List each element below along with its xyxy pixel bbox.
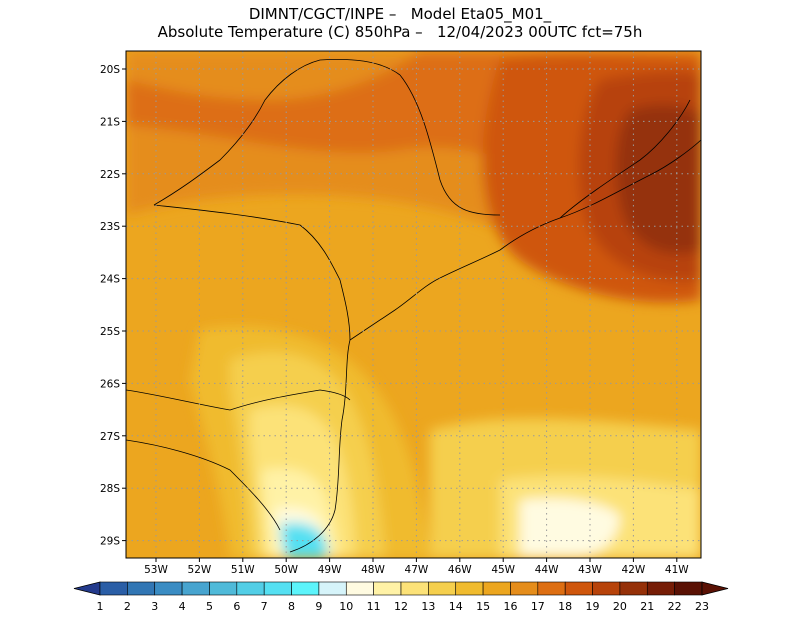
colorbar-swatch xyxy=(291,581,320,596)
colorbar-swatch xyxy=(373,581,402,596)
colorbar-swatch xyxy=(318,581,347,596)
colorbar-label: 17 xyxy=(531,600,545,613)
colorbar-label: 19 xyxy=(586,600,600,613)
lon-label: 53W xyxy=(144,564,168,576)
colorbar-label: 4 xyxy=(179,600,186,613)
colorbar-swatch xyxy=(181,581,210,596)
map-title-line-2: Absolute Temperature (C) 850hPa – 12/04/… xyxy=(157,23,643,41)
lon-label: 43W xyxy=(578,564,602,576)
lon-label: 45W xyxy=(491,564,515,576)
lat-lon-grid xyxy=(126,51,701,558)
colorbar-swatch xyxy=(455,581,484,596)
plot-frame xyxy=(125,50,702,559)
colorbar-label: 2 xyxy=(124,600,131,613)
lon-label: 49W xyxy=(318,564,342,576)
coastline-borders xyxy=(126,58,701,553)
lon-label: 44W xyxy=(535,564,559,576)
colorbar-label: 12 xyxy=(394,600,408,613)
colorbar-swatch xyxy=(482,581,511,596)
colorbar-label: 13 xyxy=(421,600,435,613)
colorbar-swatch xyxy=(345,581,374,596)
colorbar-label: 1 xyxy=(97,600,104,613)
lon-label: 50W xyxy=(274,564,298,576)
colorbar-label: 7 xyxy=(261,600,268,613)
lon-label: 48W xyxy=(361,564,385,576)
colorbar-label: 6 xyxy=(233,600,240,613)
colorbar-swatch xyxy=(99,581,128,596)
colorbar-swatch xyxy=(619,581,648,596)
lon-label: 41W xyxy=(665,564,689,576)
colorbar-swatch xyxy=(127,581,156,596)
colorbar-label: 16 xyxy=(503,600,517,613)
lat-label: 28S xyxy=(100,483,120,495)
lon-label: 51W xyxy=(231,564,255,576)
colorbar-label: 8 xyxy=(288,600,295,613)
colorbar-label: 21 xyxy=(640,600,654,613)
colorbar-swatch xyxy=(592,581,621,596)
lat-label: 20S xyxy=(100,64,120,76)
colorbar-swatch xyxy=(400,581,429,596)
lat-label: 22S xyxy=(100,169,120,181)
lat-label: 29S xyxy=(100,536,120,548)
colorbar-label: 9 xyxy=(315,600,322,613)
colorbar-swatch xyxy=(236,581,265,596)
colorbar-label: 20 xyxy=(613,600,627,613)
map-title-line-1: DIMNT/CGCT/INPE – Model Eta05_M01_ xyxy=(248,5,552,23)
lat-label: 25S xyxy=(100,326,120,338)
colorbar-swatch xyxy=(263,581,292,596)
colorbar-swatch xyxy=(428,581,457,596)
longitude-labels: 53W 52W 51W 50W 49W 48W 47W 46W 45W 44W 43W 42W 41W xyxy=(144,558,689,576)
colorbar-swatch xyxy=(154,581,183,596)
lat-label: 23S xyxy=(100,221,120,233)
colorbar-label: 11 xyxy=(367,600,381,613)
lat-label: 27S xyxy=(100,431,120,443)
colorbar-label: 23 xyxy=(695,600,709,613)
lat-label: 21S xyxy=(100,116,120,128)
colorbar-label: 15 xyxy=(476,600,490,613)
colorbar-low-extend xyxy=(73,581,101,596)
colorbar-label: 3 xyxy=(151,600,158,613)
colorbar-label: 18 xyxy=(558,600,572,613)
colorbar: 1 2 3 4 5 6 7 8 9 10 11 12 13 14 15 16 17 18 19 20 21 22 23 xyxy=(73,581,729,613)
lon-label: 46W xyxy=(448,564,472,576)
lon-label: 52W xyxy=(188,564,212,576)
colorbar-label: 14 xyxy=(449,600,463,613)
colorbar-swatch xyxy=(510,581,539,596)
lat-label: 24S xyxy=(100,274,120,286)
colorbar-swatch xyxy=(646,581,675,596)
colorbar-swatch xyxy=(564,581,593,596)
colorbar-swatch xyxy=(674,581,703,596)
colorbar-label: 22 xyxy=(668,600,682,613)
latitude-labels: 20S 21S 22S 23S 24S 25S 26S 27S 28S 29S xyxy=(100,64,126,548)
lat-label: 26S xyxy=(100,378,120,390)
temperature-field xyxy=(126,51,701,558)
colorbar-high-extend xyxy=(701,581,729,596)
colorbar-label: 5 xyxy=(206,600,213,613)
colorbar-swatch xyxy=(209,581,238,596)
lon-label: 42W xyxy=(622,564,646,576)
lon-label: 47W xyxy=(405,564,429,576)
colorbar-swatch xyxy=(537,581,566,596)
colorbar-label: 10 xyxy=(339,600,353,613)
